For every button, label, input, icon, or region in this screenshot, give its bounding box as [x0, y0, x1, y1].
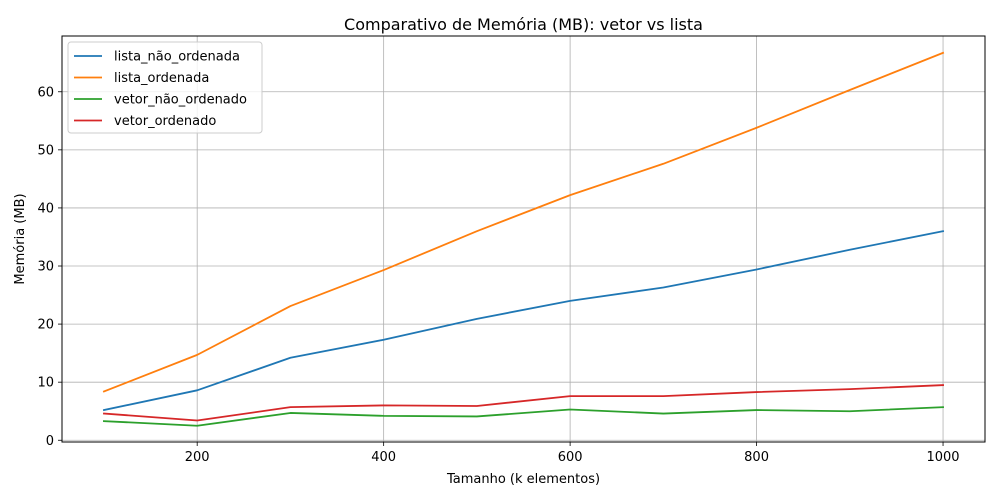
y-tick-label: 10 — [37, 376, 54, 391]
y-tick-label: 40 — [37, 201, 54, 216]
y-tick-label: 0 — [46, 434, 54, 449]
legend-label: vetor_não_ordenado — [114, 93, 247, 108]
legend: lista_não_ordenada lista_ordenada vetor_nã… — [67, 41, 263, 134]
series-line-0 — [102, 230, 945, 412]
series-line-3 — [102, 384, 944, 422]
x-tick-label: 800 — [744, 450, 769, 465]
x-axis-label: Tamanho (k elementos) — [446, 472, 600, 487]
series-lines — [102, 51, 945, 427]
legend-label: lista_ordenada — [114, 71, 209, 86]
grid-lines — [62, 36, 985, 442]
y-tick-label: 30 — [37, 260, 54, 275]
legend-label: vetor_ordenado — [114, 114, 216, 129]
legend-box — [67, 41, 263, 134]
series-line-1 — [102, 51, 945, 393]
y-tick-label: 20 — [37, 318, 54, 333]
x-tick-label: 200 — [185, 450, 210, 465]
chart-title: Comparativo de Memória (MB): vetor vs li… — [344, 15, 703, 34]
y-tick-label: 60 — [37, 85, 54, 100]
y-axis-label: Memória (MB) — [13, 193, 28, 284]
x-tick-label: 600 — [558, 450, 583, 465]
y-tick-label: 50 — [37, 143, 54, 158]
legend-label: lista_não_ordenada — [114, 50, 240, 65]
axis-ticks: 200 400 600 800 1000 0 10 20 30 40 50 60 — [37, 85, 959, 465]
x-tick-label: 1000 — [926, 450, 959, 465]
series-line-2 — [103, 406, 944, 427]
plot-frame — [61, 35, 986, 443]
x-tick-label: 400 — [371, 450, 396, 465]
